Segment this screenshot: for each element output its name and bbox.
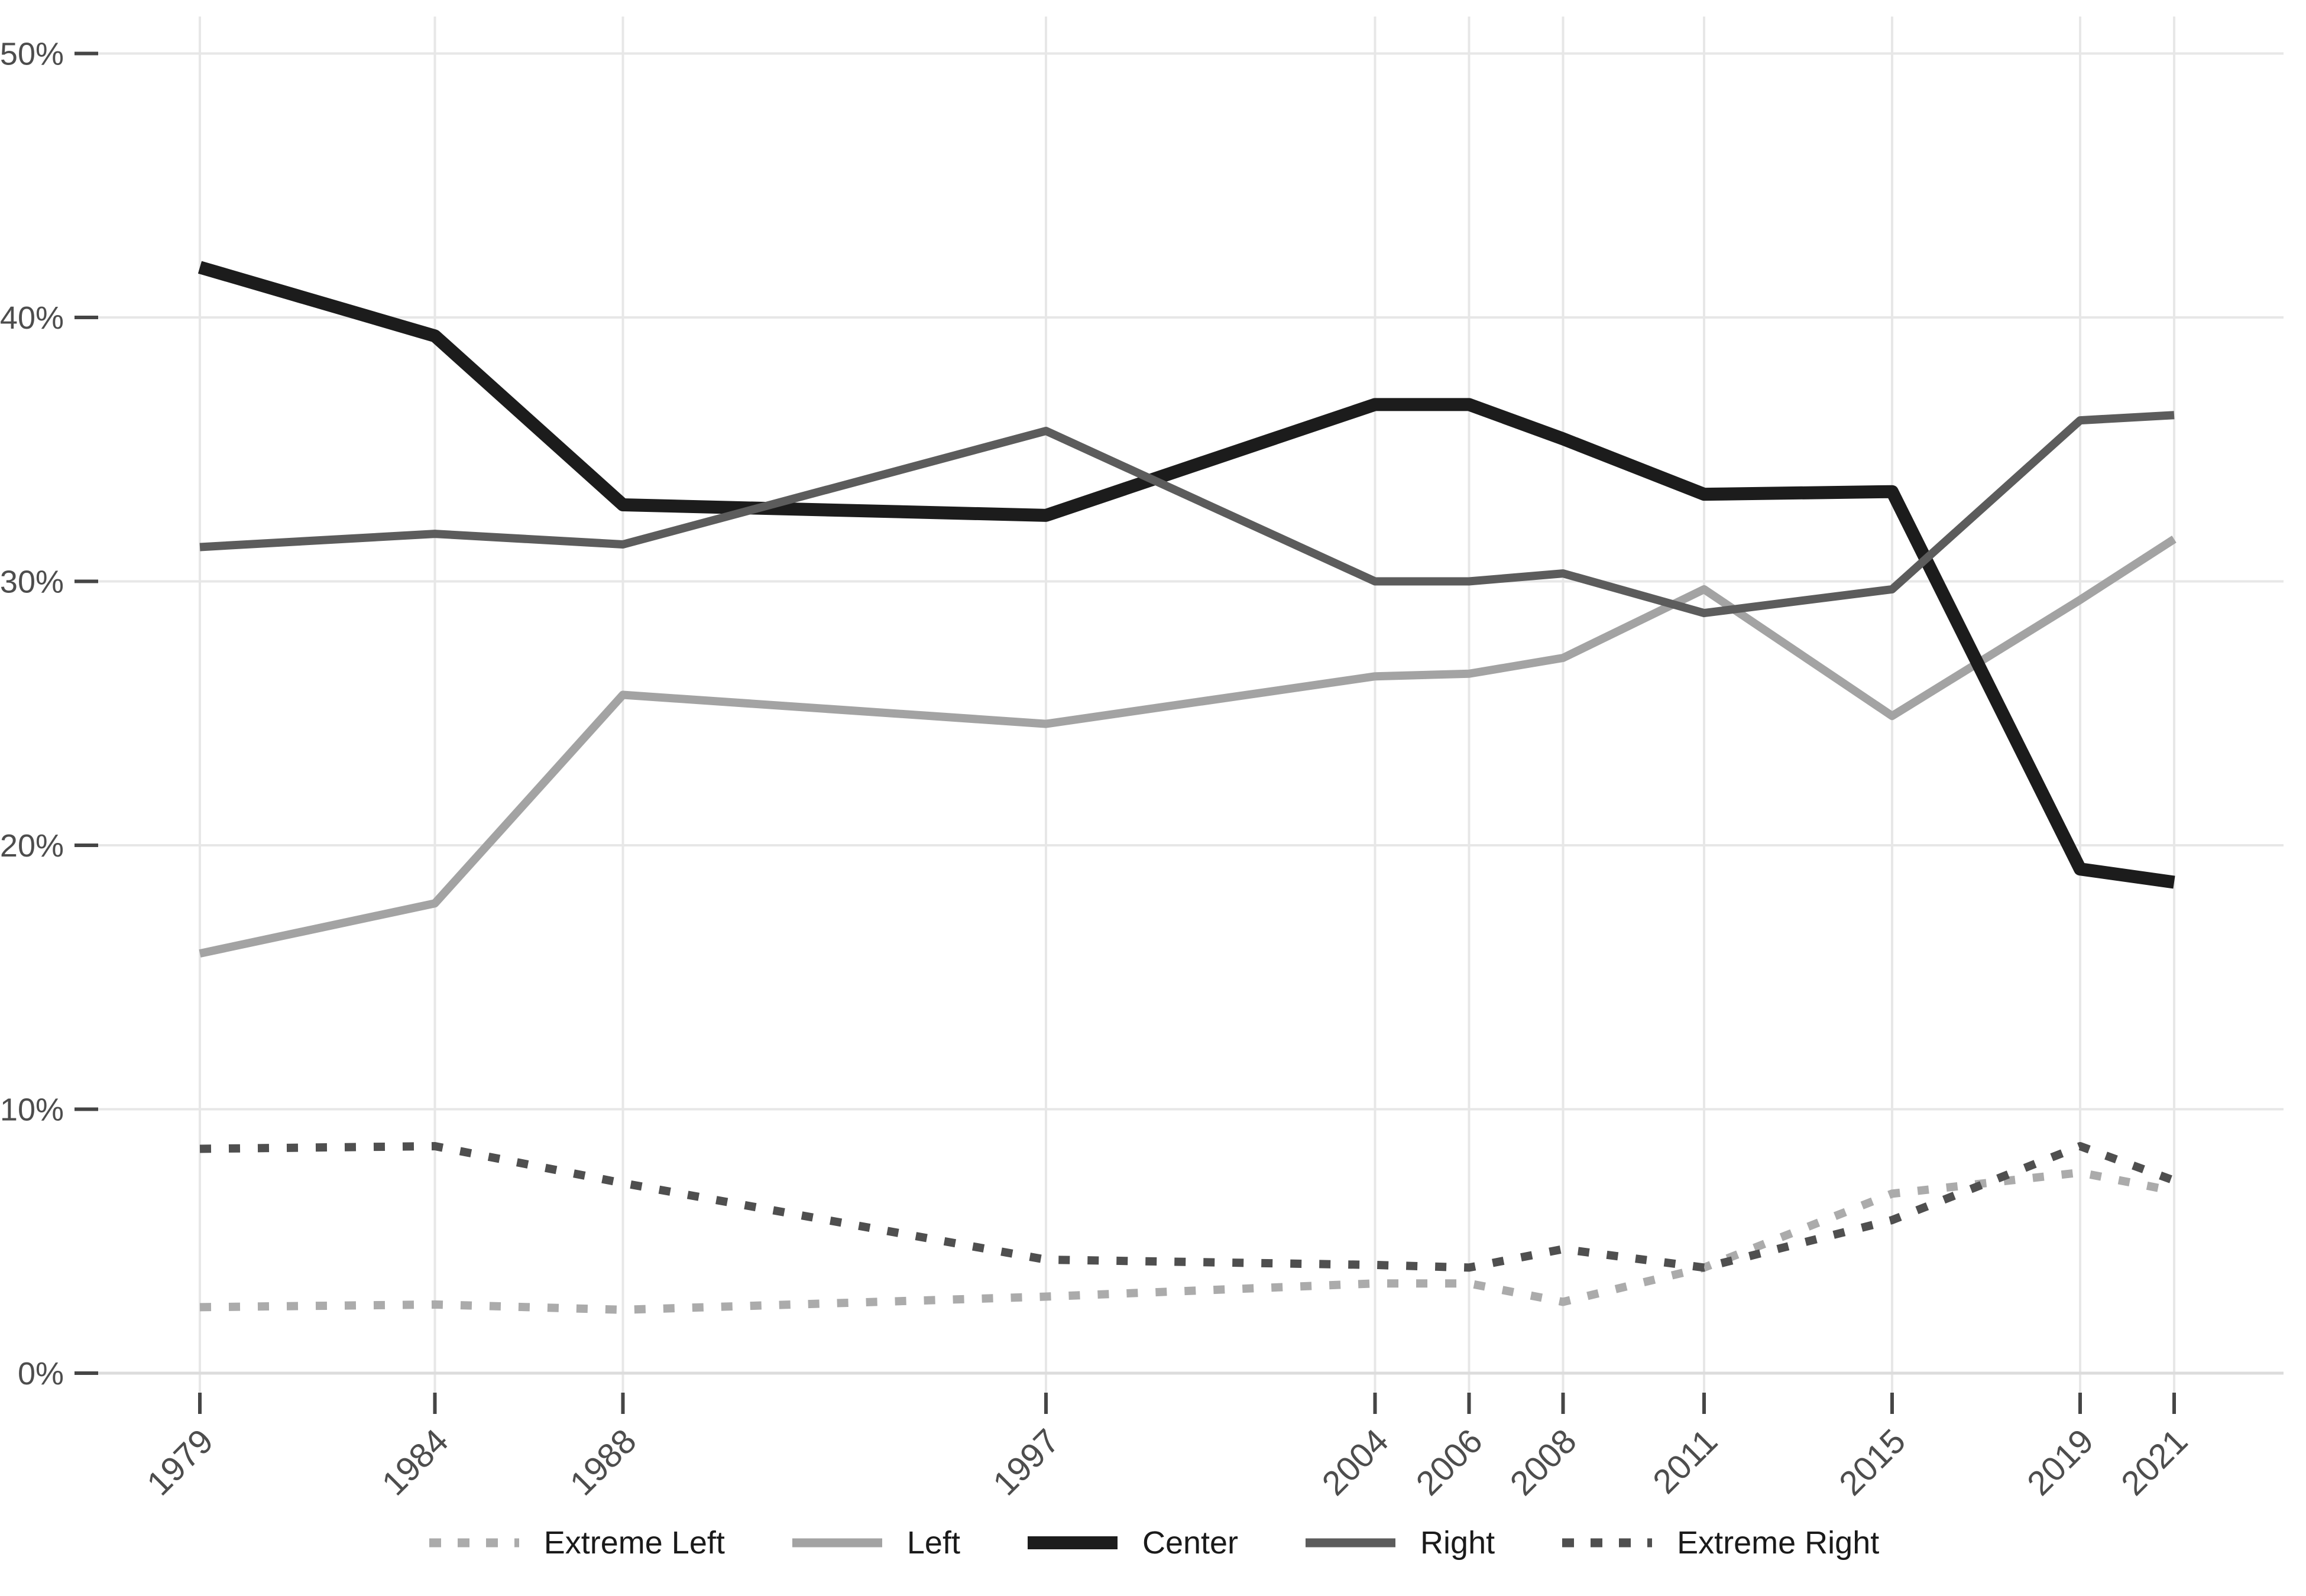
x-tick-label-1988: 1988 — [562, 1422, 643, 1503]
series-lines — [197, 261, 2177, 1314]
series-line-extreme-right — [199, 1142, 2176, 1272]
legend-line-sample-center — [1027, 1536, 1118, 1549]
series-line-left — [199, 536, 2177, 958]
x-tick-label-2011: 2011 — [1646, 1422, 1725, 1501]
y-tick-label-20: 20% — [0, 828, 64, 864]
series-line-extreme-left — [199, 1168, 2175, 1314]
x-tick-label-2008: 2008 — [1502, 1422, 1583, 1503]
axis-tick-marks — [75, 51, 2176, 1414]
y-tick-label-0: 0% — [18, 1356, 64, 1391]
y-tick-label-10: 10% — [0, 1092, 64, 1128]
y-tick-label-30: 30% — [0, 565, 64, 600]
legend-line-sample-extreme-right — [1562, 1538, 1653, 1548]
x-axis-labels: 1979 1984 1988 1997 2004 2006 2008 2011 2015 2019… — [140, 1422, 2195, 1503]
legend-line-sample-extreme-left — [429, 1538, 519, 1548]
y-tick-label-50: 50% — [0, 37, 64, 72]
chart-legend: Extreme Left Left Center Right Extreme Right — [0, 1513, 2306, 1572]
legend-label-extreme-right: Extreme Right — [1677, 1525, 1880, 1561]
x-tick-label-2015: 2015 — [1832, 1422, 1913, 1503]
series-line-right — [199, 411, 2175, 618]
legend-item-center: Center — [1025, 1524, 1238, 1561]
legend-label-center: Center — [1142, 1525, 1239, 1561]
legend-label-right: Right — [1420, 1525, 1495, 1561]
y-tick-label-40: 40% — [0, 300, 64, 336]
x-tick-label-2004: 2004 — [1314, 1422, 1395, 1503]
x-tick-label-2019: 2019 — [2020, 1422, 2101, 1503]
x-tick-label-1997: 1997 — [986, 1422, 1067, 1503]
legend-item-left: Left — [790, 1524, 960, 1561]
x-tick-label-1979: 1979 — [140, 1422, 221, 1503]
x-tick-label-1984: 1984 — [374, 1422, 455, 1503]
legend-line-sample-right — [1306, 1538, 1396, 1548]
legend-item-right: Right — [1303, 1524, 1495, 1561]
x-tick-label-2021: 2021 — [2114, 1422, 2195, 1503]
legend-label-extreme-left: Extreme Left — [543, 1525, 725, 1561]
legend-line-sample-left — [792, 1538, 882, 1548]
series-line-center — [197, 261, 2175, 889]
legend-item-extreme-right: Extreme Right — [1560, 1524, 1879, 1561]
y-axis-labels: 0% 10% 20% 30% 40% 50% — [0, 37, 64, 1392]
legend-label-left: Left — [906, 1525, 960, 1561]
x-tick-label-2006: 2006 — [1408, 1422, 1489, 1503]
horizontal-gridlines — [77, 52, 2284, 1375]
legend-item-extreme-left: Extreme Left — [427, 1524, 725, 1561]
vertical-gridlines — [199, 17, 2175, 1393]
